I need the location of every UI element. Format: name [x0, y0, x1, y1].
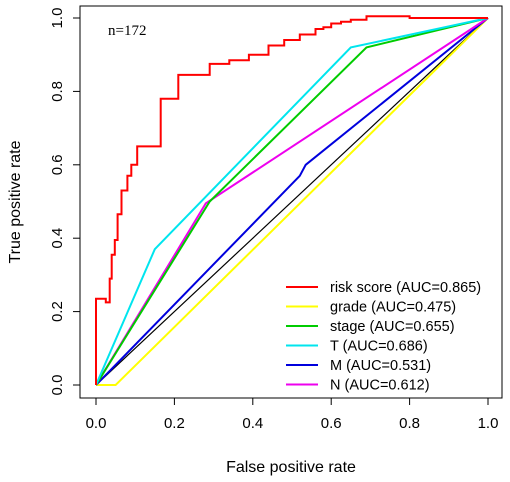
y-axis-label: True positive rate: [7, 140, 24, 263]
y-tick-label: 1.0: [49, 8, 66, 29]
legend-entry: T (AUC=0.686): [330, 339, 428, 355]
x-tick-label: 0.0: [86, 415, 107, 432]
roc-line: [95, 15, 488, 385]
roc-line: [95, 17, 489, 386]
x-tick-label: 0.8: [399, 415, 420, 432]
y-tick-label: 0.6: [49, 154, 66, 175]
x-tick-label: 1.0: [478, 415, 499, 432]
y-axis-ticks: 0.0 0.2 0.4 0.6 0.8 1.0: [49, 8, 80, 396]
roc-line: [96, 17, 489, 386]
roc-line: [95, 17, 489, 386]
legend: risk score (AUC=0.865) grade (AUC=0.475) s…: [286, 280, 481, 394]
legend-entry: risk score (AUC=0.865): [330, 280, 481, 296]
y-tick-label: 0.4: [49, 228, 66, 249]
x-axis-ticks: 0.0 0.2 0.4 0.6 0.8 1.0: [86, 398, 499, 432]
x-tick-label: 0.4: [242, 415, 263, 432]
legend-entry: grade (AUC=0.475): [330, 300, 456, 316]
legend-entry: M (AUC=0.531): [330, 358, 431, 374]
x-tick-label: 0.6: [321, 415, 342, 432]
roc-line: [95, 17, 489, 386]
plot-frame: [79, 5, 503, 399]
legend-entry: stage (AUC=0.655): [330, 319, 455, 335]
legend-entry: N (AUC=0.612): [330, 378, 430, 394]
y-tick-label: 0.2: [49, 301, 66, 322]
reference-diagonal: [95, 17, 489, 386]
y-tick-label: 0.8: [49, 81, 66, 102]
roc-curves: [95, 15, 489, 386]
x-axis-label: False positive rate: [226, 459, 356, 476]
x-tick-label: 0.2: [164, 415, 185, 432]
y-tick-label: 0.0: [49, 375, 66, 396]
sample-size-annotation: n=172: [108, 23, 146, 39]
